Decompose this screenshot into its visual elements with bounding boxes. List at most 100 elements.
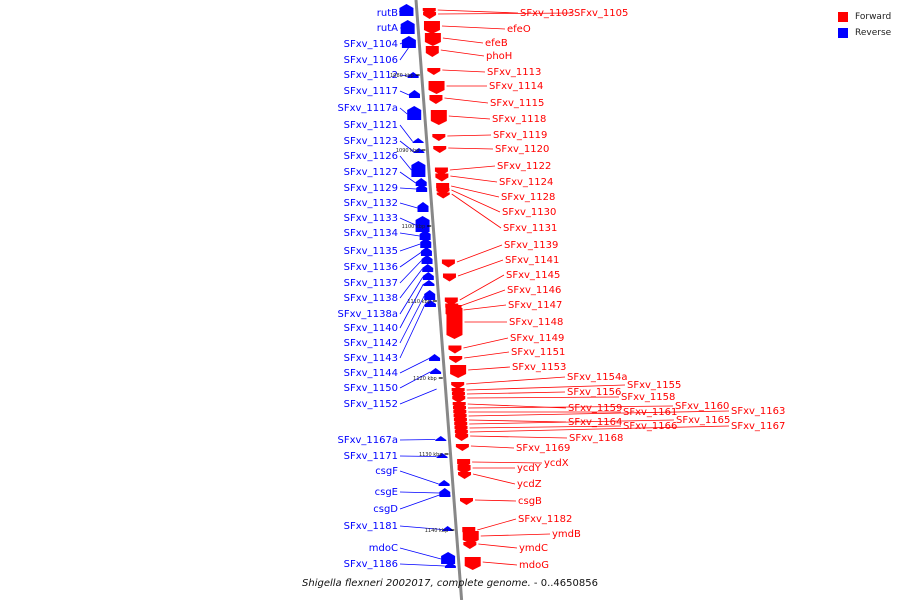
- gene-label-csgd[interactable]: csgD: [373, 504, 398, 515]
- forward-gene-sfxv-1168[interactable]: [455, 434, 469, 441]
- gene-label-sfxv-1167[interactable]: SFxv_1167: [731, 421, 785, 432]
- forward-gene-phoh[interactable]: [425, 46, 439, 57]
- forward-gene-ycdy[interactable]: [457, 465, 471, 474]
- gene-label-sfxv-1105[interactable]: SFxv_1105: [574, 8, 628, 19]
- gene-label-ycdy[interactable]: ycdY: [517, 463, 542, 474]
- gene-label-efeb[interactable]: efeB: [485, 38, 508, 49]
- gene-label-sfxv-1167a[interactable]: SFxv_1167a: [337, 435, 398, 446]
- gene-label-sfxv-1139[interactable]: SFxv_1139: [504, 240, 558, 251]
- gene-label-ruta[interactable]: rutA: [377, 23, 398, 34]
- gene-label-sfxv-1143[interactable]: SFxv_1143: [344, 353, 398, 364]
- reverse-gene-sfxv-1167a[interactable]: [435, 436, 447, 441]
- reverse-gene-sfxv-1136[interactable]: [420, 247, 432, 256]
- gene-label-csge[interactable]: csgE: [375, 487, 398, 498]
- forward-gene-sfxv-1156[interactable]: [451, 392, 465, 399]
- gene-label-sfxv-1122[interactable]: SFxv_1122: [497, 161, 551, 172]
- gene-label-sfxv-1104[interactable]: SFxv_1104: [344, 39, 398, 50]
- gene-label-sfxv-1171[interactable]: SFxv_1171: [344, 451, 398, 462]
- forward-gene-sfxv-1165[interactable]: [454, 422, 468, 429]
- gene-label-sfxv-1130[interactable]: SFxv_1130: [502, 207, 556, 218]
- forward-gene-sfxv-1131[interactable]: [436, 192, 450, 199]
- reverse-gene-sfxv-1123[interactable]: [413, 148, 425, 153]
- gene-label-sfxv-1134[interactable]: SFxv_1134: [344, 228, 398, 239]
- gene-label-sfxv-1159[interactable]: SFxv_1159: [568, 403, 622, 414]
- gene-label-sfxv-1118[interactable]: SFxv_1118: [492, 114, 546, 125]
- gene-label-sfxv-1114[interactable]: SFxv_1114: [489, 81, 543, 92]
- gene-label-sfxv-1142[interactable]: SFxv_1142: [344, 338, 398, 349]
- gene-label-ymdc[interactable]: ymdC: [519, 543, 548, 554]
- reverse-gene-sfxv-1121[interactable]: [412, 138, 424, 143]
- forward-gene-efeo[interactable]: [423, 21, 440, 34]
- forward-gene-sfxv-1154a[interactable]: [451, 382, 465, 389]
- gene-label-sfxv-1153[interactable]: SFxv_1153: [512, 362, 566, 373]
- reverse-gene-sfxv-1117[interactable]: [408, 90, 420, 98]
- gene-label-sfxv-1186[interactable]: SFxv_1186: [344, 559, 398, 570]
- forward-gene-sfxv-1161[interactable]: [453, 410, 467, 417]
- gene-label-sfxv-1135[interactable]: SFxv_1135: [344, 246, 398, 257]
- forward-gene-sfxv-1105[interactable]: [423, 12, 437, 19]
- reverse-gene-sfxv-1126[interactable]: [411, 161, 426, 177]
- gene-label-sfxv-1112[interactable]: SFxv_1112: [344, 70, 398, 81]
- gene-label-sfxv-1117a[interactable]: SFxv_1117a: [337, 103, 398, 114]
- gene-label-sfxv-1169[interactable]: SFxv_1169: [516, 443, 570, 454]
- forward-gene-ycdz[interactable]: [458, 472, 472, 479]
- forward-gene-sfxv-1155[interactable]: [451, 388, 465, 395]
- gene-label-sfxv-1141[interactable]: SFxv_1141: [505, 255, 559, 266]
- reverse-gene-rutb[interactable]: [399, 4, 414, 16]
- gene-label-sfxv-1133[interactable]: SFxv_1133: [344, 213, 398, 224]
- gene-label-sfxv-1152[interactable]: SFxv_1152: [344, 399, 398, 410]
- gene-label-sfxv-1119[interactable]: SFxv_1119: [493, 130, 547, 141]
- reverse-gene-sfxv-1186[interactable]: [444, 562, 456, 568]
- forward-gene-sfxv-1163[interactable]: [453, 414, 467, 421]
- gene-label-ymdb[interactable]: ymdB: [552, 529, 581, 540]
- gene-label-sfxv-1115[interactable]: SFxv_1115: [490, 98, 544, 109]
- legend-item-reverse[interactable]: Reverse: [838, 25, 898, 41]
- gene-label-sfxv-1138[interactable]: SFxv_1138: [344, 293, 398, 304]
- gene-label-sfxv-1136[interactable]: SFxv_1136: [344, 262, 398, 273]
- forward-gene-sfxv-1141[interactable]: [442, 273, 456, 282]
- gene-label-sfxv-1164[interactable]: SFxv_1164: [568, 417, 622, 428]
- gene-label-sfxv-1126[interactable]: SFxv_1126: [344, 151, 398, 162]
- gene-label-efeo[interactable]: efeO: [507, 24, 531, 35]
- reverse-gene-sfxv-1138[interactable]: [422, 264, 434, 272]
- forward-gene-sfxv-1115[interactable]: [429, 95, 443, 104]
- forward-gene-mdog[interactable]: [464, 557, 481, 570]
- gene-label-ycdx[interactable]: ycdX: [544, 458, 569, 469]
- gene-label-sfxv-1106[interactable]: SFxv_1106: [344, 55, 398, 66]
- gene-label-sfxv-1160[interactable]: SFxv_1160: [675, 401, 729, 412]
- gene-label-phoh[interactable]: phoH: [486, 51, 512, 62]
- gene-label-sfxv-1132[interactable]: SFxv_1132: [344, 198, 398, 209]
- gene-label-sfxv-1146[interactable]: SFxv_1146: [507, 285, 561, 296]
- gene-label-sfxv-1137[interactable]: SFxv_1137: [344, 278, 398, 289]
- reverse-gene-sfxv-1133[interactable]: [415, 216, 430, 232]
- reverse-gene-sfxv-1112[interactable]: [407, 72, 419, 78]
- gene-label-sfxv-1161[interactable]: SFxv_1161: [623, 407, 677, 418]
- forward-gene-sfxv-1148[interactable]: [446, 308, 463, 339]
- forward-gene-sfxv-1167[interactable]: [454, 430, 468, 437]
- reverse-gene-sfxv-1150[interactable]: [430, 368, 442, 374]
- reverse-gene-sfxv-1127[interactable]: [415, 178, 427, 186]
- forward-gene-ymdb[interactable]: [462, 531, 479, 544]
- reverse-gene-sfxv-1129[interactable]: [416, 184, 428, 192]
- gene-label-sfxv-1151[interactable]: SFxv_1151: [511, 347, 565, 358]
- gene-label-sfxv-1140[interactable]: SFxv_1140: [344, 323, 398, 334]
- legend-item-forward[interactable]: Forward: [838, 9, 898, 25]
- gene-label-sfxv-1131[interactable]: SFxv_1131: [503, 223, 557, 234]
- gene-label-rutb[interactable]: rutB: [377, 8, 398, 19]
- reverse-gene-sfxv-1142[interactable]: [424, 290, 436, 300]
- gene-label-sfxv-1150[interactable]: SFxv_1150: [344, 383, 398, 394]
- forward-gene-sfxv-1114[interactable]: [428, 81, 445, 94]
- forward-gene-sfxv-1169[interactable]: [455, 444, 469, 451]
- forward-gene-sfxv-1153[interactable]: [450, 365, 467, 378]
- forward-gene-sfxv-1118[interactable]: [430, 110, 447, 125]
- reverse-gene-ruta[interactable]: [400, 20, 415, 34]
- reverse-gene-sfxv-1135[interactable]: [420, 238, 432, 248]
- forward-gene-sfxv-1160[interactable]: [453, 406, 467, 413]
- forward-gene-ymdc[interactable]: [463, 542, 477, 549]
- gene-label-mdoc[interactable]: mdoC: [369, 543, 398, 554]
- gene-label-sfxv-1129[interactable]: SFxv_1129: [344, 183, 398, 194]
- forward-gene-sfxv-1113[interactable]: [427, 68, 441, 75]
- gene-label-sfxv-1128[interactable]: SFxv_1128: [501, 192, 555, 203]
- gene-label-sfxv-1144[interactable]: SFxv_1144: [344, 368, 398, 379]
- reverse-gene-sfxv-1140[interactable]: [423, 280, 435, 286]
